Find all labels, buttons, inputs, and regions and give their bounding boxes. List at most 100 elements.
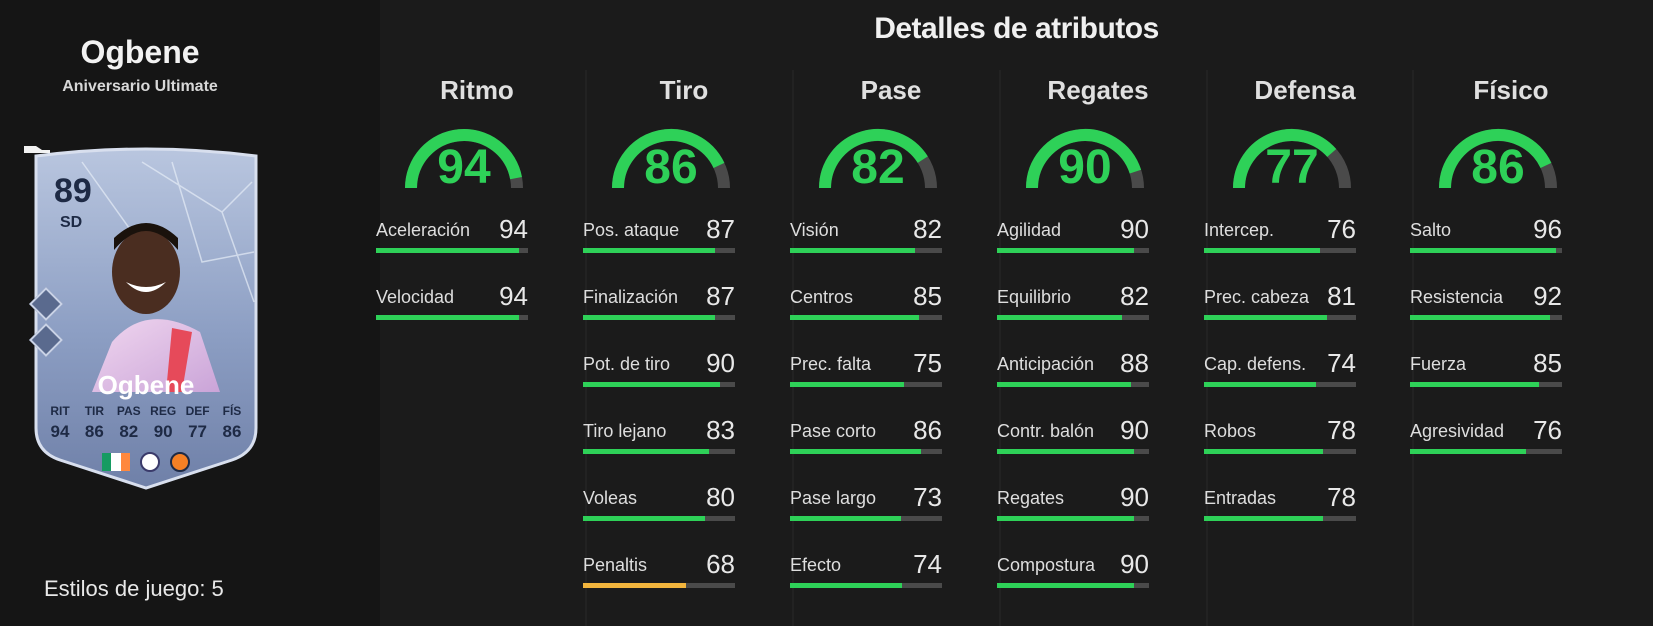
attribute-row[interactable]: Entradas 78	[1204, 480, 1364, 547]
attribute-row[interactable]: Aceleración 94	[376, 212, 536, 279]
attribute-row[interactable]: Salto 96	[1410, 212, 1570, 279]
attribute-name: Visión	[790, 220, 839, 240]
attribute-value: 76	[1533, 415, 1562, 445]
attribute-bar-fill	[583, 583, 687, 588]
attribute-name: Regates	[997, 488, 1065, 508]
attribute-row[interactable]: Visión 82	[790, 212, 950, 279]
attribute-value: 74	[1327, 348, 1356, 378]
attribute-row[interactable]: Regates 90	[997, 480, 1157, 547]
gauge-fill	[1233, 129, 1337, 189]
gauge-fill	[1439, 128, 1552, 189]
player-card[interactable]: 89 SD Ogbene RIT 94 TIR 86 PAS 82 REG 90	[22, 142, 270, 492]
attribute-name: Centros	[790, 287, 854, 307]
attribute-bar-fill	[583, 516, 705, 521]
attribute-value: 74	[913, 549, 942, 579]
category-title: Tiro	[659, 75, 709, 105]
category-gauge: 86	[1436, 116, 1586, 196]
attribute-value: 68	[706, 549, 735, 579]
attribute-name: Aceleración	[376, 220, 471, 240]
card-stat-value: 94	[50, 422, 70, 441]
attribute-row[interactable]: Prec. falta 75	[790, 346, 950, 413]
attribute-bar	[997, 315, 1149, 320]
attribute-row[interactable]: Centros 85	[790, 279, 950, 346]
attribute-bar-fill	[997, 382, 1131, 387]
attribute-name: Pase largo	[790, 488, 877, 508]
attribute-row[interactable]: Anticipación 88	[997, 346, 1157, 413]
card-stat-label: PAS	[116, 404, 141, 418]
attribute-value: 73	[913, 482, 942, 512]
attribute-row[interactable]: Prec. cabeza 81	[1204, 279, 1364, 346]
attribute-row[interactable]: Equilibrio 82	[997, 279, 1157, 346]
attribute-row[interactable]: Penaltis 68	[583, 547, 743, 614]
attribute-bar	[376, 248, 528, 253]
attribute-column: Defensa 77 Intercep. 76 Prec. cabeza 81 Cap. d…	[1204, 70, 1406, 626]
attribute-row[interactable]: Resistencia 92	[1410, 279, 1570, 346]
card-rating: 89	[54, 172, 92, 210]
attribute-row[interactable]: Agresividad 76	[1410, 413, 1570, 480]
playstyles-count[interactable]: Estilos de juego: 5	[44, 576, 224, 601]
attribute-bar	[790, 315, 942, 320]
card-stat-label: TIR	[84, 404, 105, 418]
attribute-row[interactable]: Tiro lejano 83	[583, 413, 743, 480]
attribute-bar	[997, 516, 1149, 521]
attribute-bar-fill	[1410, 382, 1540, 387]
attribute-value: 78	[1327, 415, 1356, 445]
card-frame	[34, 147, 258, 490]
attribute-row[interactable]: Compostura 90	[997, 547, 1157, 614]
attribute-row[interactable]: Pase largo 73	[790, 480, 950, 547]
attribute-row[interactable]: Cap. defens. 74	[1204, 346, 1364, 413]
category-value: 77	[1265, 141, 1319, 194]
attribute-row[interactable]: Fuerza 85	[1410, 346, 1570, 413]
attribute-row[interactable]: Velocidad 94	[376, 279, 536, 346]
attribute-bar-fill	[376, 248, 519, 253]
attribute-bar	[997, 248, 1149, 253]
card-stat-value: 86	[84, 422, 104, 441]
attribute-bar	[1204, 382, 1356, 387]
attribute-bar-fill	[997, 516, 1134, 521]
attribute-row[interactable]: Intercep. 76	[1204, 212, 1364, 279]
gauge-fill	[1026, 128, 1142, 189]
attribute-bar-fill	[1204, 516, 1323, 521]
category-gauge: 86	[609, 116, 759, 196]
card-stat-value: 82	[119, 422, 139, 441]
card-badges	[22, 452, 270, 472]
player-edition: Aniversario Ultimate	[62, 78, 218, 95]
attribute-bar	[790, 248, 942, 253]
attribute-row[interactable]: Pot. de tiro 90	[583, 346, 743, 413]
attribute-bar	[790, 382, 942, 387]
gauge-arc	[1439, 128, 1557, 189]
attribute-name: Contr. balón	[997, 421, 1095, 441]
attribute-name: Pos. ataque	[583, 220, 680, 240]
attribute-row[interactable]: Robos 78	[1204, 413, 1364, 480]
attribute-bar	[997, 449, 1149, 454]
card-stat: RIT 94	[44, 404, 76, 442]
category-title: Defensa	[1254, 75, 1356, 105]
category-title: Pase	[860, 75, 922, 105]
attribute-value: 96	[1533, 214, 1562, 244]
attribute-row[interactable]: Finalización 87	[583, 279, 743, 346]
attribute-name: Robos	[1204, 421, 1257, 441]
attribute-name: Voleas	[583, 488, 638, 508]
attribute-bar	[997, 583, 1149, 588]
attribute-bar	[1204, 449, 1356, 454]
attribute-row[interactable]: Efecto 74	[790, 547, 950, 614]
attribute-name: Pase corto	[790, 421, 877, 441]
attribute-row[interactable]: Agilidad 90	[997, 212, 1157, 279]
gauge-fill	[612, 128, 725, 189]
attribute-row[interactable]: Pos. ataque 87	[583, 212, 743, 279]
attribute-value: 92	[1533, 281, 1562, 311]
gauge-arc	[1233, 129, 1351, 189]
column-divider	[1412, 70, 1414, 626]
attribute-value: 90	[1120, 549, 1149, 579]
attribute-bar-fill	[1204, 315, 1328, 320]
attribute-row[interactable]: Contr. balón 90	[997, 413, 1157, 480]
attribute-row[interactable]: Voleas 80	[583, 480, 743, 547]
card-stat: DEF 77	[182, 404, 214, 442]
nation-flag-icon	[102, 453, 130, 471]
category-value: 86	[644, 141, 698, 194]
attribute-value: 87	[706, 281, 735, 311]
attribute-row[interactable]: Pase corto 86	[790, 413, 950, 480]
attribute-value: 94	[499, 281, 528, 311]
player-panel: Ogbene Aniversario Ultimate	[0, 0, 380, 626]
attribute-bar-fill	[997, 248, 1134, 253]
